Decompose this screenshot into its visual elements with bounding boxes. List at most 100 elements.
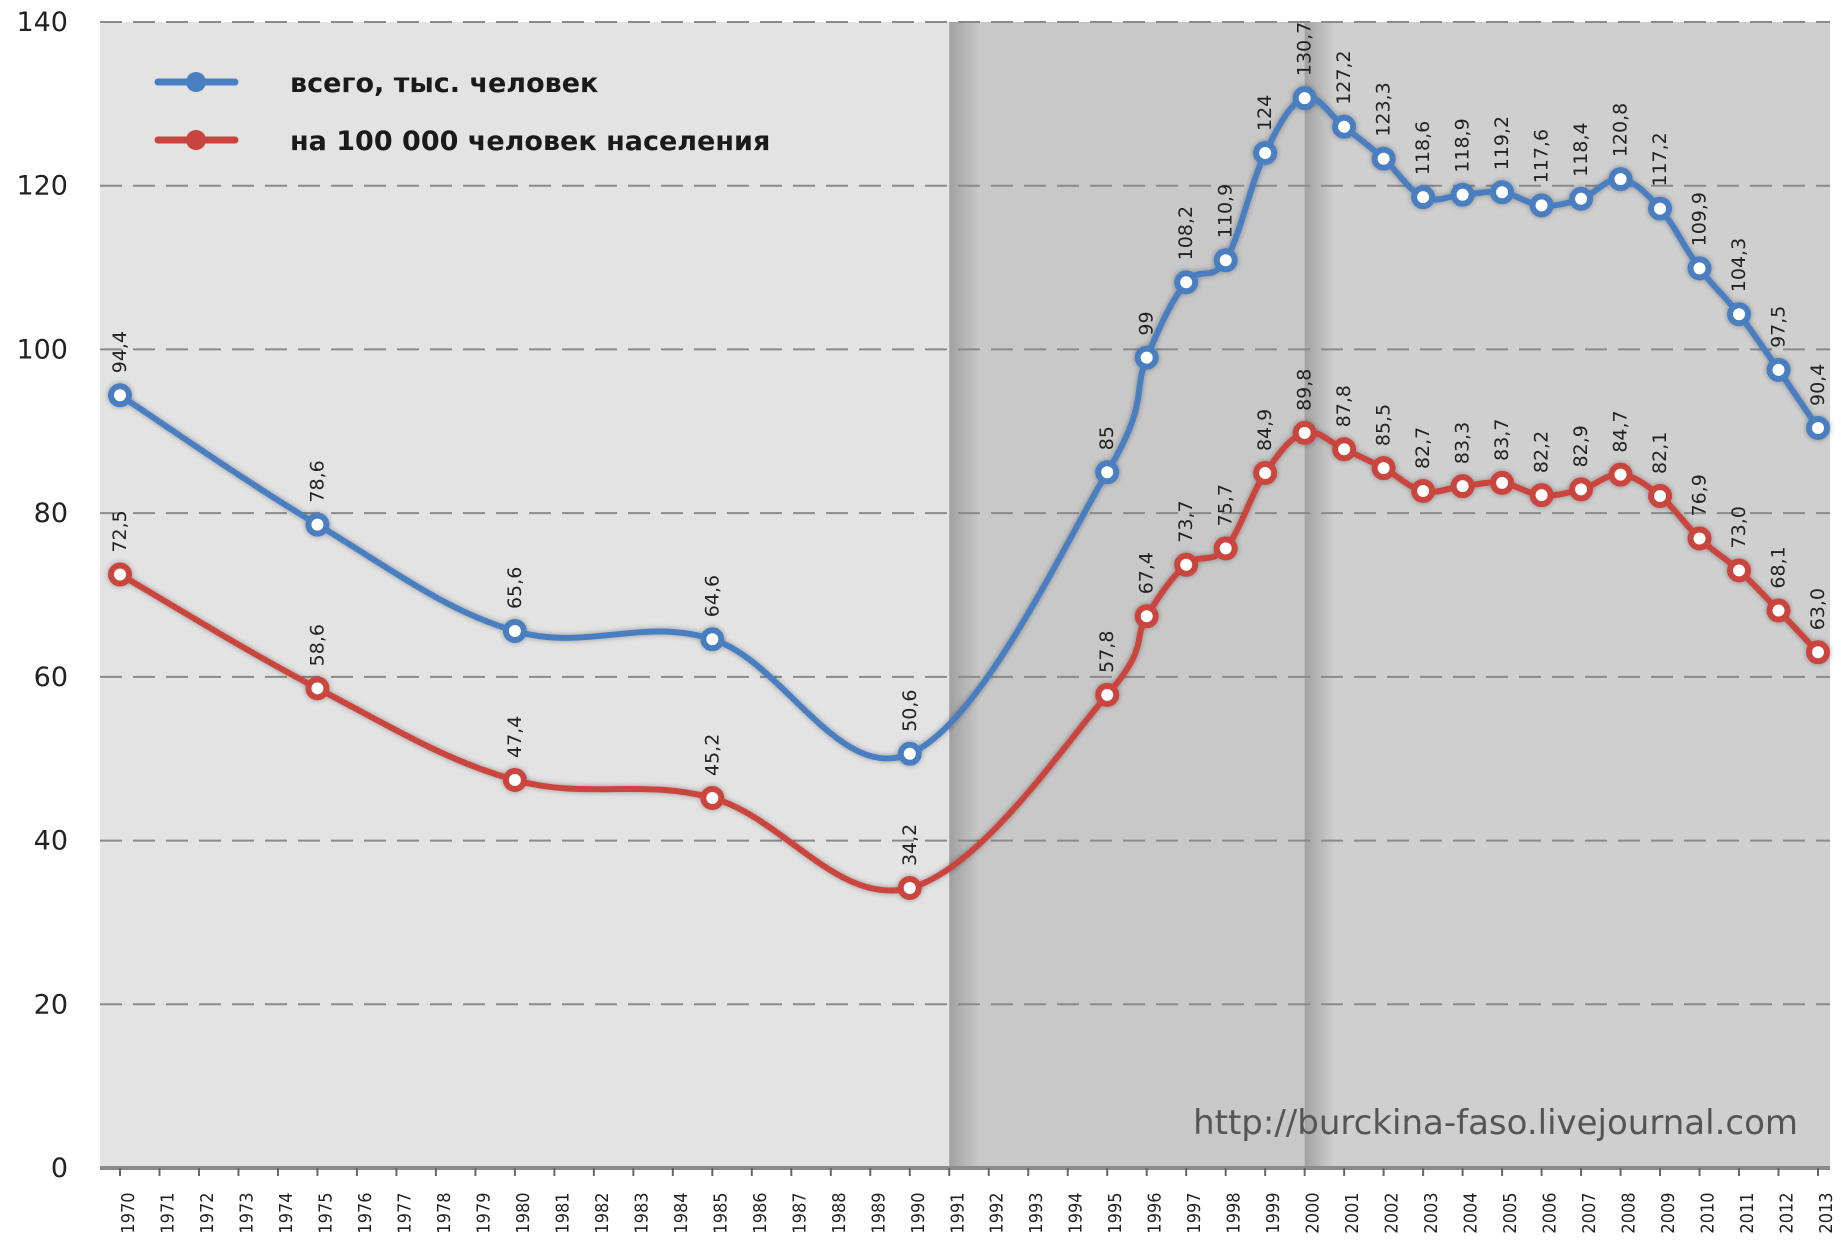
- series-0-label-2005: 119,2: [1491, 116, 1513, 170]
- x-tick-label-1973: 1973: [236, 1192, 257, 1233]
- series-0-point-1995: [1095, 460, 1120, 485]
- series-1-label-1990: 34,2: [899, 824, 921, 866]
- x-tick-label-1982: 1982: [592, 1192, 613, 1233]
- x-tick-label-1971: 1971: [157, 1192, 178, 1233]
- x-axis: 1970 1971 1972 1973 1974 1975 1976 1977 1978 1979…: [100, 1166, 1837, 1234]
- x-tick-label-1978: 1978: [434, 1192, 455, 1233]
- series-0-point-2010: [1687, 256, 1712, 281]
- x-tick-label-1989: 1989: [868, 1192, 889, 1233]
- series-1-label-1975: 58,6: [306, 624, 328, 666]
- series-0-label-2011: 104,3: [1728, 238, 1750, 292]
- series-0-point-2013: [1806, 416, 1830, 441]
- series-0-label-1998: 110,9: [1215, 184, 1237, 238]
- x-tick-label-2007: 2007: [1579, 1192, 1600, 1233]
- series-1-label-2001: 87,8: [1333, 385, 1355, 427]
- series-0-point-2002: [1371, 146, 1396, 171]
- series-1-point-2002: [1371, 456, 1396, 481]
- series-1-point-1997: [1174, 552, 1199, 577]
- series-1-point-1970: [108, 562, 132, 587]
- series-1-point-1999: [1253, 461, 1278, 486]
- x-tick-label-2010: 2010: [1698, 1192, 1719, 1233]
- series-1-point-1998: [1213, 536, 1238, 561]
- y-axis: 0 20 40 60 80 100 120 140: [16, 7, 68, 1184]
- y-tick-label-140: 140: [16, 7, 68, 38]
- x-tick-label-1970: 1970: [118, 1192, 139, 1233]
- series-0-point-2003: [1411, 185, 1436, 210]
- x-tick-label-2003: 2003: [1421, 1192, 1442, 1233]
- series-0-label-2003: 118,6: [1412, 121, 1434, 175]
- x-tick-label-2011: 2011: [1737, 1192, 1758, 1233]
- series-1-point-2008: [1608, 462, 1633, 487]
- series-0-point-1975: [305, 512, 330, 537]
- series-1-point-2011: [1727, 558, 1752, 583]
- x-tick-label-1996: 1996: [1145, 1192, 1166, 1233]
- series-1-point-1995: [1095, 682, 1120, 707]
- x-tick-label-1997: 1997: [1184, 1192, 1205, 1233]
- title-fragment: [190, 0, 1180, 6]
- legend-label-rate: на 100 000 человек населения: [290, 126, 770, 157]
- x-tick-label-2013: 2013: [1816, 1192, 1837, 1233]
- series-0-label-2004: 118,9: [1452, 118, 1474, 172]
- series-0-point-2009: [1648, 196, 1673, 221]
- series-1-point-2007: [1569, 477, 1594, 502]
- series-0-label-2006: 117,6: [1531, 129, 1553, 183]
- series-1-label-2005: 83,7: [1491, 419, 1513, 461]
- series-0-point-2000: [1292, 86, 1317, 111]
- series-0-point-2012: [1766, 357, 1791, 382]
- series-0-label-1985: 64,6: [701, 575, 723, 617]
- x-tick-label-1980: 1980: [513, 1192, 534, 1233]
- y-tick-label-40: 40: [34, 826, 68, 857]
- x-tick-label-1999: 1999: [1263, 1192, 1284, 1233]
- series-0-label-2002: 123,3: [1373, 82, 1395, 136]
- series-0-label-2007: 118,4: [1570, 122, 1592, 176]
- y-tick-label-100: 100: [16, 334, 68, 365]
- series-1-point-1990: [897, 876, 922, 901]
- series-1-point-1980: [502, 767, 527, 792]
- series-1-point-1975: [305, 676, 330, 701]
- series-0-label-1996: 99: [1136, 311, 1158, 335]
- x-tick-label-1975: 1975: [315, 1192, 336, 1233]
- series-1-label-2007: 82,9: [1570, 425, 1592, 467]
- series-0-label-2008: 120,8: [1610, 103, 1632, 157]
- series-1-point-2010: [1687, 526, 1712, 551]
- series-0-point-1990: [897, 741, 922, 766]
- series-0-label-2009: 117,2: [1649, 132, 1671, 186]
- series-0-point-2008: [1608, 167, 1633, 192]
- x-tick-label-1998: 1998: [1224, 1192, 1245, 1233]
- x-tick-label-2002: 2002: [1382, 1192, 1403, 1233]
- series-1-point-2009: [1648, 483, 1673, 508]
- series-1-label-1997: 73,7: [1175, 500, 1197, 542]
- x-tick-label-1993: 1993: [1026, 1192, 1047, 1233]
- series-0-label-2000: 130,7: [1294, 22, 1316, 76]
- series-1-label-2009: 82,1: [1649, 432, 1671, 474]
- legend-marker-rate: [186, 130, 206, 150]
- x-tick-label-2000: 2000: [1303, 1192, 1324, 1233]
- x-tick-label-2006: 2006: [1540, 1192, 1561, 1233]
- series-0-point-2004: [1450, 182, 1475, 207]
- y-tick-label-20: 20: [34, 989, 68, 1020]
- series-0-point-2007: [1569, 186, 1594, 211]
- x-tick-label-1977: 1977: [394, 1192, 415, 1233]
- series-1-label-1999: 84,9: [1254, 409, 1276, 451]
- x-tick-label-1985: 1985: [710, 1192, 731, 1233]
- shaded-edge-1991: [949, 22, 980, 1168]
- series-0-point-1998: [1213, 248, 1238, 273]
- x-tick-label-1992: 1992: [987, 1192, 1008, 1233]
- series-0-point-1997: [1174, 270, 1199, 295]
- x-tick-label-1981: 1981: [552, 1192, 573, 1233]
- series-1-point-1996: [1134, 604, 1159, 629]
- series-1-label-1985: 45,2: [701, 734, 723, 776]
- x-tick-label-1986: 1986: [750, 1192, 771, 1233]
- series-0-point-1970: [108, 383, 132, 408]
- series-1-label-2002: 85,5: [1373, 404, 1395, 446]
- series-0-label-2001: 127,2: [1333, 50, 1355, 104]
- series-0-label-2010: 109,9: [1689, 192, 1711, 246]
- series-group: [108, 86, 1830, 901]
- series-1-label-2006: 82,2: [1531, 431, 1553, 473]
- series-1-label-2004: 83,3: [1452, 422, 1474, 464]
- series-0-label-1975: 78,6: [306, 460, 328, 502]
- series-1-label-1996: 67,4: [1136, 552, 1158, 594]
- x-tick-label-1991: 1991: [947, 1192, 968, 1233]
- y-tick-label-60: 60: [34, 662, 68, 693]
- series-0-label-2012: 97,5: [1768, 306, 1790, 348]
